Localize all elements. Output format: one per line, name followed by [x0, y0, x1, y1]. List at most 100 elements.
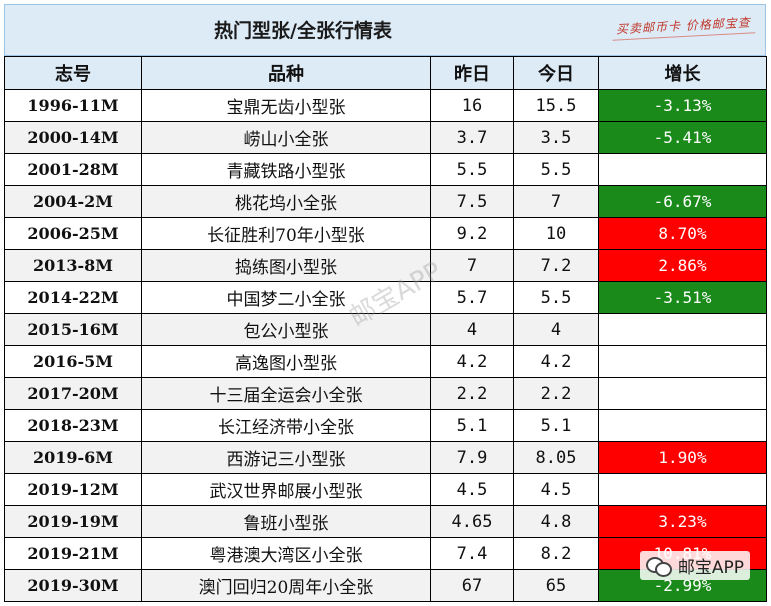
row-name: 宝鼎无齿小型张: [141, 89, 431, 122]
row-change: [598, 409, 767, 442]
row-yesterday: 2.2: [430, 377, 514, 410]
row-code: 2013-8M: [4, 249, 142, 282]
row-today: 2.2: [513, 377, 599, 410]
row-change: 8.70%: [598, 217, 767, 250]
row-code: 2015-16M: [4, 313, 142, 346]
row-yesterday: 4.5: [430, 473, 514, 506]
slogan-stamp: 买卖邮币卡 价格邮宝查: [611, 13, 756, 41]
row-yesterday: 67: [430, 569, 514, 602]
table-row: 2004-2M 桃花坞小全张 7.5 7 -6.67%: [4, 185, 767, 218]
row-code: 2019-6M: [4, 441, 142, 474]
row-code: 2019-21M: [4, 537, 142, 570]
row-name: 粤港澳大湾区小全张: [141, 537, 431, 570]
row-change: [598, 345, 767, 378]
row-code: 2014-22M: [4, 281, 142, 314]
row-yesterday: 5.5: [430, 153, 514, 186]
market-sheet: 热门型张/全张行情表 买卖邮币卡 价格邮宝查 志号 品种 昨日 今日 增长 19…: [4, 4, 767, 602]
row-yesterday: 4.2: [430, 345, 514, 378]
row-today: 5.5: [513, 153, 599, 186]
row-name: 长江经济带小全张: [141, 409, 431, 442]
row-today: 8.05: [513, 441, 599, 474]
row-name: 包公小型张: [141, 313, 431, 346]
row-yesterday: 16: [430, 89, 514, 122]
row-today: 15.5: [513, 89, 599, 122]
table-row: 2000-14M 崂山小全张 3.7 3.5 -5.41%: [4, 121, 767, 154]
row-change: 1.90%: [598, 441, 767, 474]
row-code: 2019-12M: [4, 473, 142, 506]
row-change: [598, 473, 767, 506]
row-name: 青藏铁路小型张: [141, 153, 431, 186]
row-change: [598, 313, 767, 346]
price-table: 志号 品种 昨日 今日 增长 1996-11M 宝鼎无齿小型张 16 15.5 -3.1…: [4, 56, 767, 602]
row-name: 鲁班小型张: [141, 505, 431, 538]
table-row: 2019-12M 武汉世界邮展小型张 4.5 4.5: [4, 473, 767, 506]
row-yesterday: 9.2: [430, 217, 514, 250]
table-header-row: 志号 品种 昨日 今日 增长: [4, 56, 767, 90]
row-change: -3.51%: [598, 281, 767, 314]
row-yesterday: 7.5: [430, 185, 514, 218]
table-row: 2018-23M 长江经济带小全张 5.1 5.1: [4, 409, 767, 442]
row-name: 十三届全运会小全张: [141, 377, 431, 410]
row-yesterday: 5.7: [430, 281, 514, 314]
row-today: 4.2: [513, 345, 599, 378]
wechat-icon: [645, 555, 672, 577]
row-change: -3.13%: [598, 89, 767, 122]
table-row: 1996-11M 宝鼎无齿小型张 16 15.5 -3.13%: [4, 89, 767, 122]
row-code: 2004-2M: [4, 185, 142, 218]
page-title: 热门型张/全张行情表: [214, 20, 392, 42]
row-change: [598, 153, 767, 186]
row-code: 2001-28M: [4, 153, 142, 186]
row-change: 2.86%: [598, 249, 767, 282]
row-today: 8.2: [513, 537, 599, 570]
column-header-change: 增长: [598, 56, 767, 90]
row-change: -6.67%: [598, 185, 767, 218]
row-yesterday: 4.65: [430, 505, 514, 538]
row-code: 2019-30M: [4, 569, 142, 602]
row-yesterday: 7.9: [430, 441, 514, 474]
table-row: 2013-8M 捣练图小型张 7 7.2 2.86%: [4, 249, 767, 282]
row-code: 2018-23M: [4, 409, 142, 442]
row-code: 2019-19M: [4, 505, 142, 538]
row-code: 2016-5M: [4, 345, 142, 378]
row-change: [598, 377, 767, 410]
table-row: 2019-19M 鲁班小型张 4.65 4.8 3.23%: [4, 505, 767, 538]
row-name: 崂山小全张: [141, 121, 431, 154]
row-today: 10: [513, 217, 599, 250]
row-change: 3.23%: [598, 505, 767, 538]
brand-badge: 邮宝APP: [639, 551, 750, 580]
table-row: 2016-5M 高逸图小型张 4.2 4.2: [4, 345, 767, 378]
table-row: 2001-28M 青藏铁路小型张 5.5 5.5: [4, 153, 767, 186]
table-row: 2006-25M 长征胜利70年小型张 9.2 10 8.70%: [4, 217, 767, 250]
row-name: 武汉世界邮展小型张: [141, 473, 431, 506]
row-yesterday: 5.1: [430, 409, 514, 442]
table-row: 2015-16M 包公小型张 4 4: [4, 313, 767, 346]
row-code: 2017-20M: [4, 377, 142, 410]
row-code: 1996-11M: [4, 89, 142, 122]
row-today: 65: [513, 569, 599, 602]
row-yesterday: 3.7: [430, 121, 514, 154]
row-today: 4.5: [513, 473, 599, 506]
row-today: 7: [513, 185, 599, 218]
row-name: 桃花坞小全张: [141, 185, 431, 218]
column-header-name: 品种: [141, 56, 431, 90]
row-name: 长征胜利70年小型张: [141, 217, 431, 250]
row-today: 7.2: [513, 249, 599, 282]
row-change: -5.41%: [598, 121, 767, 154]
column-header-yesterday: 昨日: [430, 56, 514, 90]
brand-label: 邮宝APP: [677, 558, 744, 578]
row-code: 2000-14M: [4, 121, 142, 154]
column-header-code: 志号: [4, 56, 142, 90]
row-today: 4.8: [513, 505, 599, 538]
row-today: 3.5: [513, 121, 599, 154]
row-today: 5.5: [513, 281, 599, 314]
row-name: 高逸图小型张: [141, 345, 431, 378]
column-header-today: 今日: [513, 56, 599, 90]
table-row: 2017-20M 十三届全运会小全张 2.2 2.2: [4, 377, 767, 410]
row-yesterday: 7.4: [430, 537, 514, 570]
title-bar: 热门型张/全张行情表 买卖邮币卡 价格邮宝查: [4, 4, 766, 56]
row-today: 5.1: [513, 409, 599, 442]
table-row: 2019-6M 西游记三小型张 7.9 8.05 1.90%: [4, 441, 767, 474]
row-yesterday: 4: [430, 313, 514, 346]
row-name: 西游记三小型张: [141, 441, 431, 474]
row-code: 2006-25M: [4, 217, 142, 250]
